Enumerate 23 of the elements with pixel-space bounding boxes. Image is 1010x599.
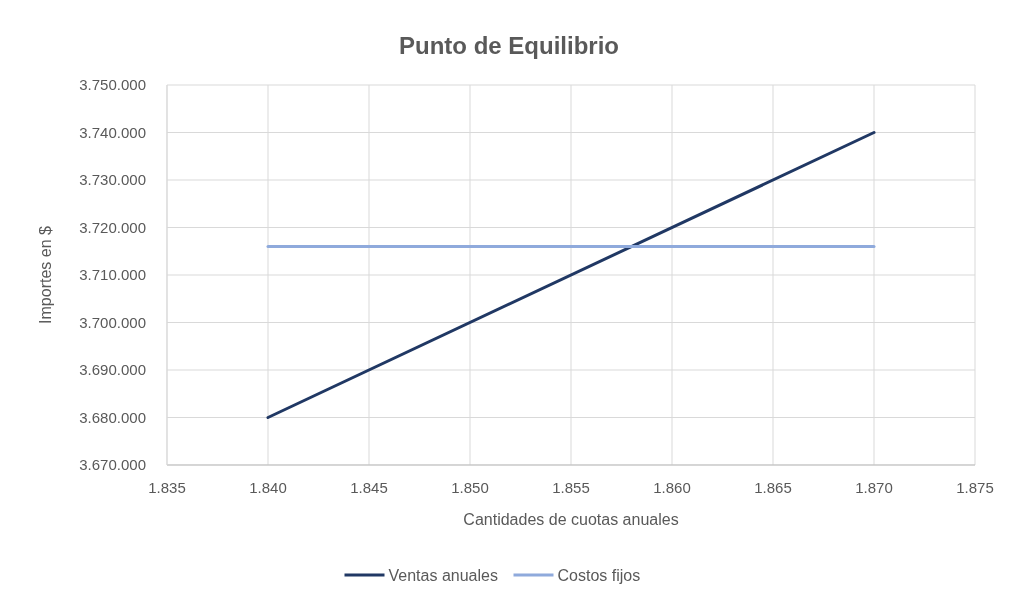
x-tick-label: 1.835 <box>148 479 186 496</box>
x-tick-label: 1.840 <box>249 479 287 496</box>
x-tick-label: 1.850 <box>451 479 489 496</box>
x-tick-label: 1.875 <box>956 479 994 496</box>
x-tick-label: 1.860 <box>653 479 691 496</box>
y-tick-label: 3.710.000 <box>79 266 146 283</box>
x-tick-label: 1.845 <box>350 479 388 496</box>
chart-title: Punto de Equilibrio <box>399 32 619 59</box>
y-tick-label: 3.700.000 <box>79 313 146 331</box>
x-axis-title: Cantidades de cuotas anuales <box>463 511 679 528</box>
y-tick-label: 3.750.000 <box>79 76 146 93</box>
y-tick-label: 3.670.000 <box>79 456 146 473</box>
y-tick-label: 3.720.000 <box>79 218 146 236</box>
x-tick-label: 1.870 <box>855 479 893 496</box>
legend-label: Ventas anuales <box>388 567 498 584</box>
legend-label: Costos fijos <box>557 567 641 584</box>
x-tick-label: 1.855 <box>552 479 590 496</box>
y-tick-label: 3.690.000 <box>79 361 146 378</box>
y-tick-label: 3.730.000 <box>79 171 146 188</box>
y-tick-label: 3.740.000 <box>79 123 146 141</box>
y-axis-title: Importes en $ <box>37 225 54 324</box>
x-tick-label: 1.865 <box>754 479 792 496</box>
y-tick-label: 3.680.000 <box>79 408 146 426</box>
